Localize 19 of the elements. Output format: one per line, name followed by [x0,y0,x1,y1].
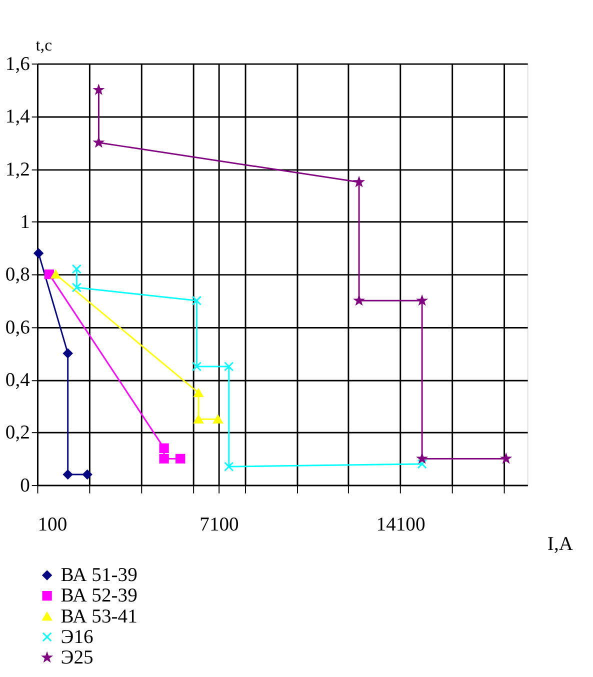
x-tick-label: 100 [38,514,68,536]
legend-label: Э16 [60,626,94,648]
legend-label: ВА 53-41 [60,606,138,628]
x-tick-label: 7100 [200,514,240,536]
x-axis-title: I,A [547,534,573,556]
y-axis-title: t,c [36,35,52,54]
y-tick-label: 0,4 [5,370,30,392]
legend-label: ВА 52-39 [60,586,138,607]
legend-label: Э25 [60,647,94,668]
y-tick-label: 1,6 [5,54,30,75]
y-tick-label: 0 [20,475,30,496]
y-tick-label: 0,6 [5,317,30,338]
x-tick-label: 14100 [376,514,426,536]
legend-label: ВА 51-39 [60,565,138,586]
y-tick-label: 0,2 [5,422,30,444]
y-tick-label: 1 [20,212,30,234]
y-tick-label: 0,8 [5,264,30,286]
y-tick-label: 1,2 [5,159,30,180]
y-tick-label: 1,4 [5,106,30,128]
